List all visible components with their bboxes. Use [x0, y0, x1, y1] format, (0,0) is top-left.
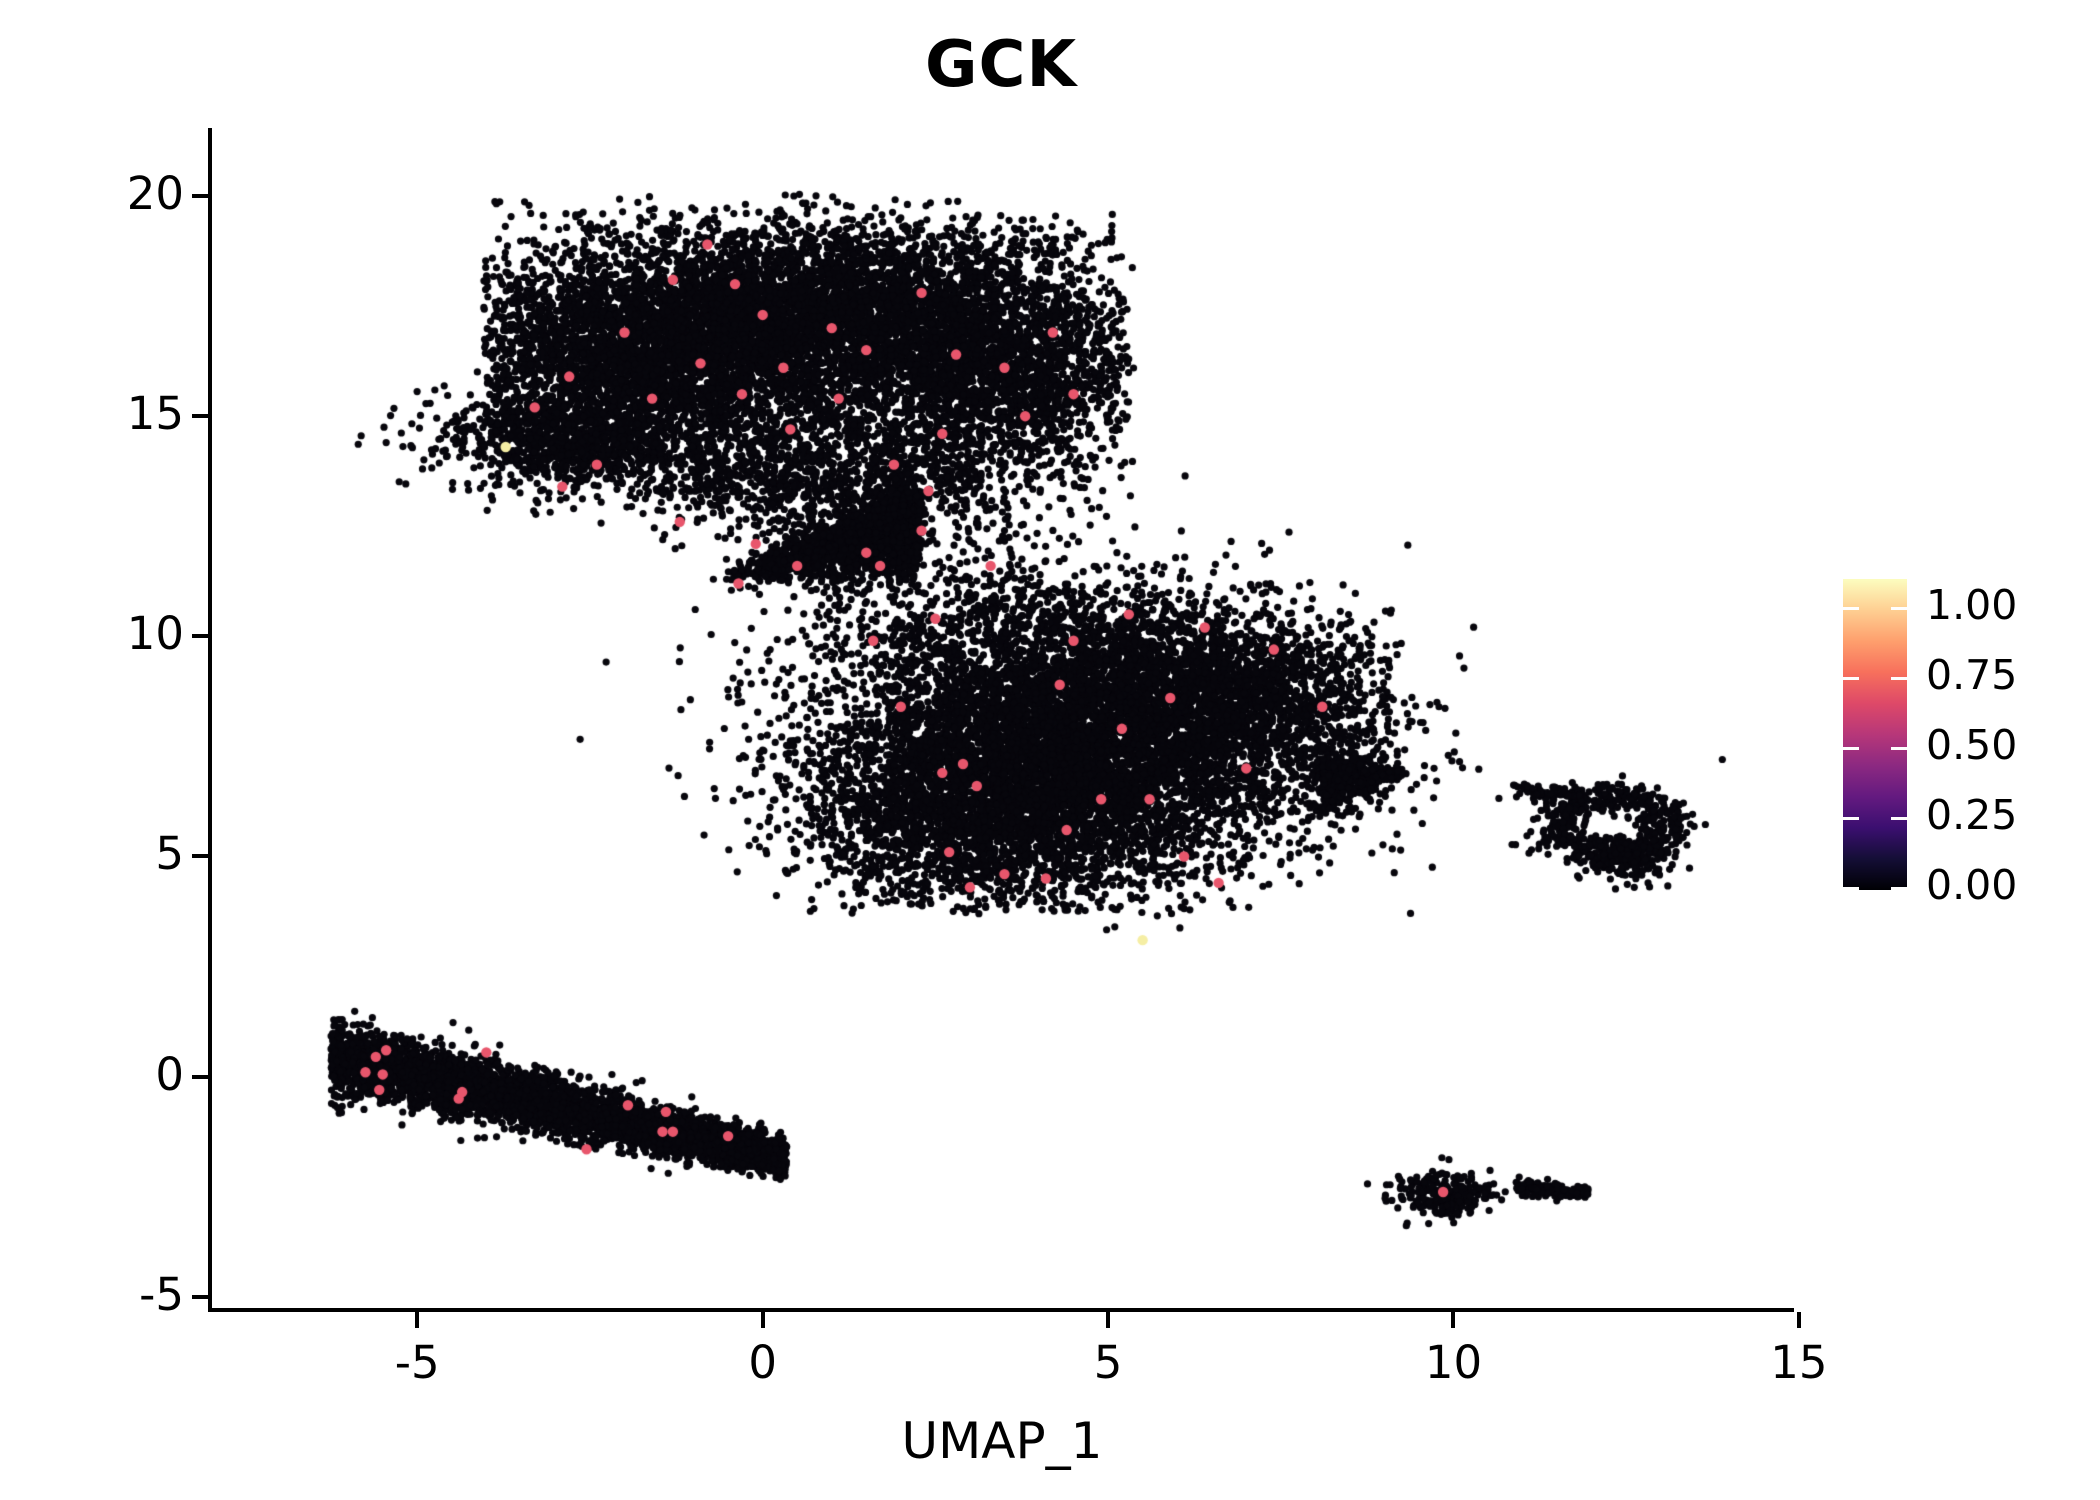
colorbar-label: 1.00: [1926, 581, 2018, 629]
colorbar-tick: [1891, 747, 1907, 750]
y-tick: [192, 194, 208, 199]
x-tick-label: 5: [1093, 1336, 1123, 1389]
x-tick: [760, 1312, 765, 1328]
colorbar-tick: [1891, 887, 1907, 890]
x-tick-label: 15: [1770, 1336, 1828, 1389]
y-tick: [192, 1294, 208, 1299]
colorbar-tick: [1843, 887, 1859, 890]
colorbar: [1843, 579, 1907, 890]
x-tick-label: 0: [748, 1336, 777, 1389]
x-tick: [415, 1312, 420, 1328]
y-tick-label: 15: [126, 387, 184, 441]
y-tick-label: 5: [155, 827, 184, 881]
colorbar-label: 0.25: [1926, 791, 2018, 839]
y-tick: [192, 1074, 208, 1079]
x-tick: [1106, 1312, 1111, 1328]
y-tick-label: 20: [126, 167, 184, 221]
y-tick: [192, 634, 208, 639]
y-tick: [192, 854, 208, 859]
colorbar-tick: [1843, 607, 1859, 610]
colorbar-tick: [1843, 677, 1859, 680]
colorbar-gradient: [1843, 579, 1907, 890]
x-tick-label: -5: [394, 1336, 440, 1389]
y-axis-line: [208, 128, 212, 1312]
x-tick-label: 10: [1424, 1336, 1483, 1389]
colorbar-tick: [1891, 677, 1907, 680]
x-axis-title: UMAP_1: [901, 1412, 1103, 1470]
colorbar-tick: [1891, 817, 1907, 820]
colorbar-tick: [1843, 747, 1859, 750]
y-tick-label: 0: [155, 1047, 184, 1101]
plot-title: GCK: [924, 28, 1078, 102]
y-tick-label: -5: [139, 1267, 184, 1321]
x-axis-line: [210, 1308, 1794, 1312]
colorbar-tick: [1843, 817, 1859, 820]
colorbar-label: 0.75: [1926, 651, 2018, 699]
y-tick-label: 10: [126, 607, 184, 661]
colorbar-label: 0.00: [1926, 861, 2018, 909]
y-tick: [192, 414, 208, 419]
x-tick: [1796, 1312, 1801, 1328]
colorbar-label: 0.50: [1926, 721, 2018, 769]
colorbar-tick: [1891, 607, 1907, 610]
x-tick: [1451, 1312, 1456, 1328]
